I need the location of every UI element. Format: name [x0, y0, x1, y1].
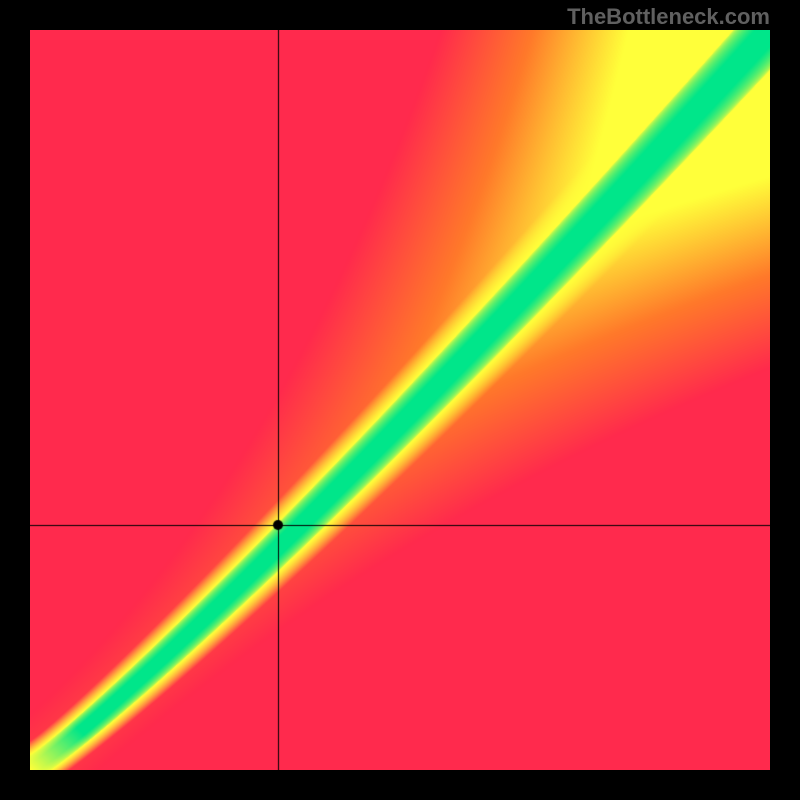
heatmap-canvas: [30, 30, 770, 770]
watermark-text: TheBottleneck.com: [567, 4, 770, 30]
bottleneck-heatmap: [30, 30, 770, 770]
